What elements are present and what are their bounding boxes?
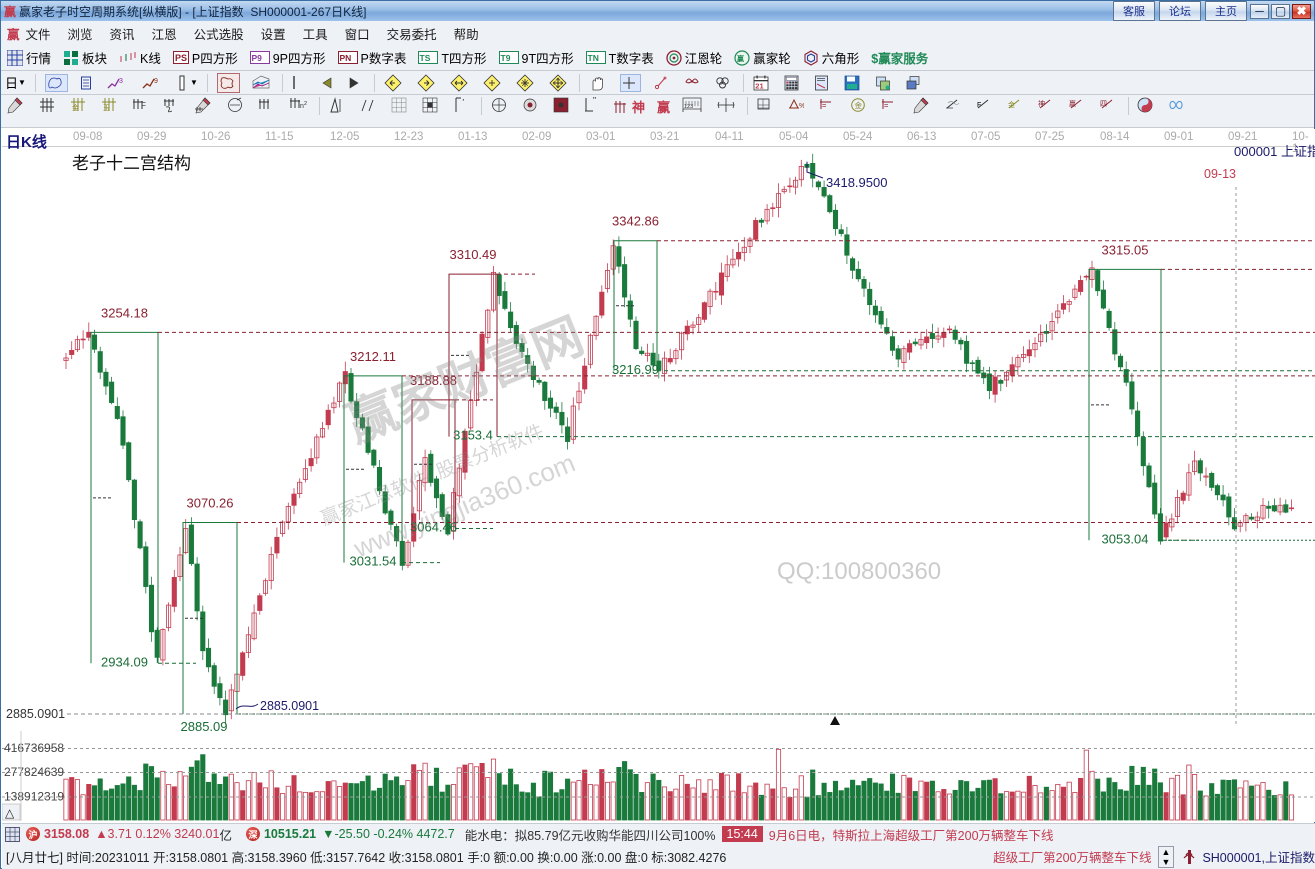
svg-text:3064.46: 3064.46	[410, 520, 457, 535]
svg-text:2885.0901: 2885.0901	[6, 707, 65, 721]
svg-text:TS: TS	[420, 53, 431, 63]
svg-text:3070.26: 3070.26	[187, 496, 234, 511]
svg-text:赢家江恩软件 股票分析软件: 赢家江恩软件 股票分析软件	[318, 420, 547, 530]
svg-text:神: 神	[1038, 99, 1045, 108]
svg-text:www.yingjia360.com: www.yingjia360.com	[349, 447, 580, 563]
svg-text:2885.09: 2885.09	[181, 719, 228, 734]
svg-text:TN: TN	[587, 53, 598, 63]
svg-text:3031.54: 3031.54	[350, 554, 397, 569]
svg-text:3418.9500: 3418.9500	[826, 175, 887, 190]
svg-text:277824639: 277824639	[4, 765, 64, 779]
svg-text:玉: 玉	[103, 104, 110, 112]
svg-text:416736958: 416736958	[4, 741, 64, 755]
svg-text:赢: 赢	[1069, 99, 1076, 108]
svg-text:PS: PS	[175, 53, 187, 63]
svg-text:2885.0901: 2885.0901	[260, 699, 319, 713]
svg-text:3310.49: 3310.49	[450, 247, 497, 262]
svg-text:T9: T9	[500, 53, 510, 63]
svg-text:3153.4: 3153.4	[453, 428, 493, 443]
svg-text:=: =	[884, 101, 889, 110]
svg-text:△: △	[5, 806, 15, 820]
svg-text:': '	[462, 98, 464, 107]
svg-text:2934.09: 2934.09	[101, 654, 148, 669]
svg-text:=: =	[822, 101, 827, 110]
svg-text:2: 2	[304, 101, 307, 107]
svg-text:3342.86: 3342.86	[612, 214, 659, 229]
svg-text:F: F	[977, 102, 981, 109]
svg-text:赢家财富网: 赢家财富网	[338, 307, 591, 453]
svg-text:3212.11: 3212.11	[350, 349, 396, 364]
svg-text:金: 金	[855, 100, 863, 110]
svg-text:3053.04: 3053.04	[1102, 531, 1149, 546]
svg-text:3315.05: 3315.05	[1102, 242, 1149, 257]
svg-text:3188.88: 3188.88	[410, 373, 457, 388]
svg-text:金: 金	[72, 103, 79, 112]
svg-text:QQ:100800360: QQ:100800360	[777, 558, 941, 585]
svg-text:138912319: 138912319	[4, 790, 64, 804]
svg-text:9: 9	[154, 78, 158, 85]
svg-text:3216.99: 3216.99	[612, 362, 659, 377]
svg-text:F: F	[141, 101, 146, 110]
svg-text:PN: PN	[339, 53, 351, 63]
svg-text:金: 金	[1008, 100, 1015, 109]
svg-text:P9: P9	[251, 53, 262, 63]
svg-text:21: 21	[755, 81, 763, 90]
svg-text:四: 四	[1100, 100, 1107, 108]
svg-text:3: 3	[119, 78, 123, 85]
svg-text:09-13: 09-13	[1204, 167, 1236, 181]
svg-text:3254.18: 3254.18	[101, 305, 148, 320]
svg-text:'': ''	[593, 97, 597, 105]
svg-text:%: %	[799, 103, 804, 110]
svg-text:赢: 赢	[737, 54, 744, 63]
svg-text:123: 123	[684, 104, 693, 110]
